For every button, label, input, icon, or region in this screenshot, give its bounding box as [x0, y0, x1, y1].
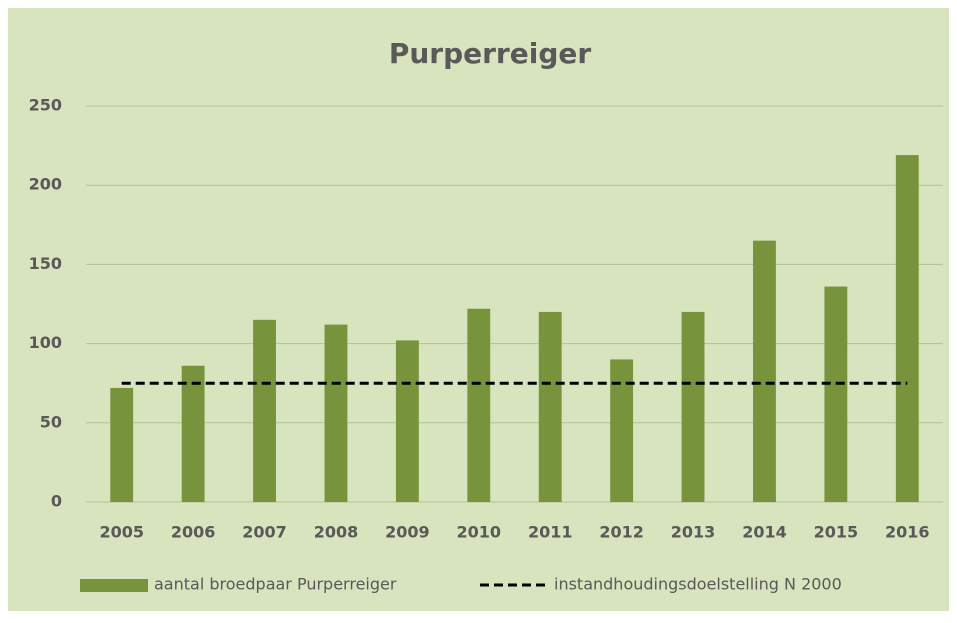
- legend-swatch: [80, 579, 148, 592]
- x-tick-label: 2005: [99, 523, 144, 542]
- x-tick-label: 2016: [885, 523, 930, 542]
- x-tick-label: 2014: [742, 523, 787, 542]
- bar: [110, 387, 134, 502]
- x-tick-label: 2013: [671, 523, 716, 542]
- x-tick-label: 2011: [528, 523, 573, 542]
- x-tick-label: 2015: [814, 523, 859, 542]
- y-tick-label: 200: [29, 175, 62, 194]
- legend-label: instandhoudingsdoelstelling N 2000: [554, 575, 842, 594]
- bar: [253, 319, 276, 502]
- legend-label: aantal broedpaar Purperreiger: [154, 575, 397, 594]
- bar: [681, 311, 705, 502]
- y-tick-label: 50: [40, 412, 62, 431]
- bar: [610, 359, 634, 502]
- bar: [181, 365, 205, 502]
- bar: [824, 286, 848, 502]
- y-tick-label: 250: [29, 96, 62, 115]
- x-tick-label: 2007: [242, 523, 287, 542]
- bar: [895, 155, 919, 502]
- y-tick-label: 100: [29, 333, 62, 352]
- x-tick-label: 2010: [457, 523, 502, 542]
- x-tick-label: 2008: [314, 523, 359, 542]
- x-tick-label: 2009: [385, 523, 430, 542]
- y-tick-label: 150: [29, 254, 62, 273]
- x-tick-label: 2006: [171, 523, 216, 542]
- bar: [753, 240, 776, 502]
- bar: [467, 308, 491, 502]
- chart-title: Purperreiger: [389, 37, 592, 70]
- bar: [324, 324, 348, 502]
- x-tick-label: 2012: [599, 523, 644, 542]
- bar: [538, 311, 562, 502]
- bar: [395, 340, 419, 502]
- y-tick-label: 0: [51, 492, 62, 511]
